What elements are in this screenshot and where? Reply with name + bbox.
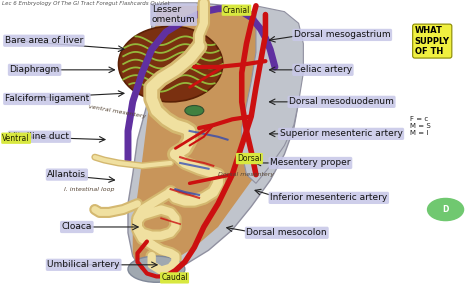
Ellipse shape	[185, 106, 204, 116]
Text: Dorsal mesoduodenum: Dorsal mesoduodenum	[289, 97, 394, 106]
Text: Dorsal mesocolon: Dorsal mesocolon	[246, 228, 327, 237]
Text: Dorsal mesogastrium: Dorsal mesogastrium	[294, 31, 391, 39]
Text: l. intestinal loop: l. intestinal loop	[64, 187, 115, 191]
Text: ventral mesentery: ventral mesentery	[88, 104, 146, 119]
Text: Vitelline duct: Vitelline duct	[9, 132, 70, 141]
Text: F = c
M = S
M = I: F = c M = S M = I	[410, 116, 431, 136]
Text: Dorsal mesentery: Dorsal mesentery	[218, 172, 274, 177]
Polygon shape	[242, 6, 303, 183]
Text: Inferior mesenteric artery: Inferior mesenteric artery	[270, 194, 387, 202]
Text: Cranial: Cranial	[223, 6, 250, 15]
Text: Umbilical artery: Umbilical artery	[47, 260, 120, 269]
Text: Cloaca: Cloaca	[62, 223, 92, 231]
Ellipse shape	[128, 256, 185, 282]
Text: Lesser
omentum: Lesser omentum	[152, 5, 195, 24]
Text: Diaphragm: Diaphragm	[9, 65, 60, 74]
Text: Caudal: Caudal	[161, 274, 188, 282]
Text: Bare area of liver: Bare area of liver	[5, 36, 83, 45]
Text: Lec 6 Embryology Of The GI Tract Foregut Flashcards Quizlet: Lec 6 Embryology Of The GI Tract Foregut…	[2, 1, 170, 6]
Text: Mesentery proper: Mesentery proper	[270, 159, 351, 167]
Text: Dorsal: Dorsal	[237, 154, 262, 163]
Text: D: D	[442, 205, 449, 214]
Text: Allantois: Allantois	[47, 170, 86, 179]
Circle shape	[428, 198, 464, 221]
Text: Ventral: Ventral	[2, 134, 30, 143]
Polygon shape	[128, 3, 299, 276]
Text: Celiac artery: Celiac artery	[294, 65, 352, 74]
Text: Superior mesenteric artery: Superior mesenteric artery	[280, 129, 402, 138]
Ellipse shape	[118, 26, 223, 102]
Text: WHAT
SUPPLY
OF TH: WHAT SUPPLY OF TH	[415, 26, 450, 56]
Polygon shape	[133, 6, 284, 271]
Text: Falciform ligament: Falciform ligament	[5, 95, 89, 103]
